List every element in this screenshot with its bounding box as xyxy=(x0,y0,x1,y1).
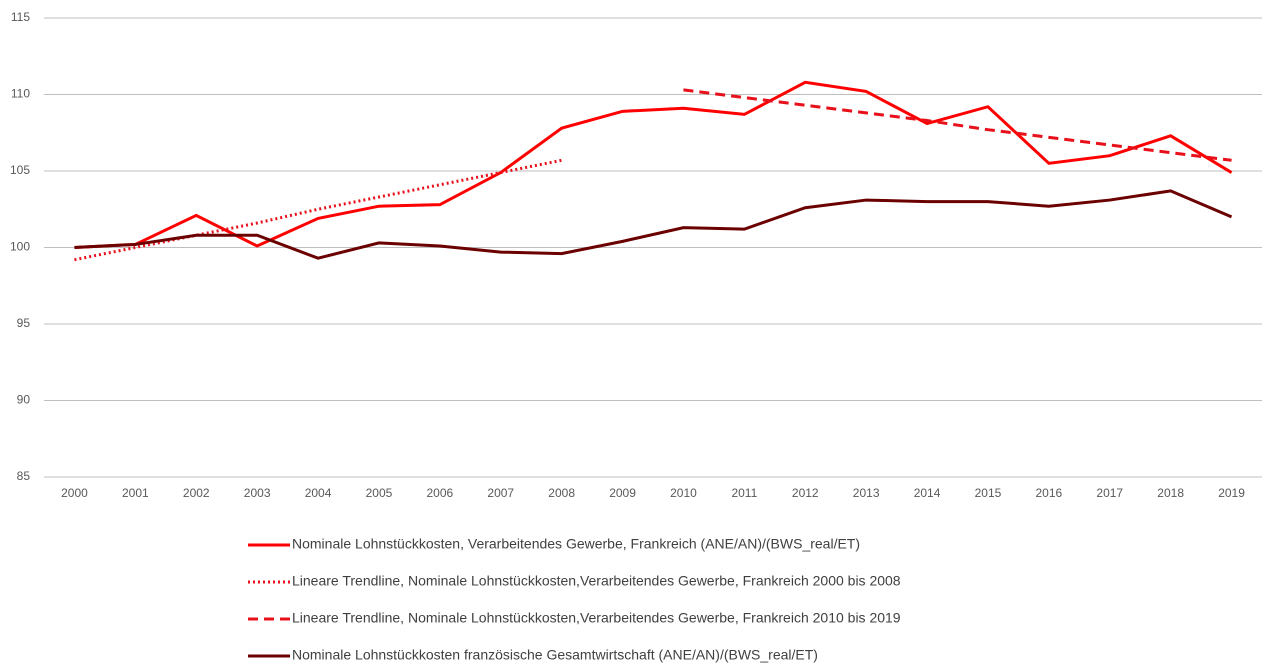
y-tick-label: 95 xyxy=(17,316,31,330)
x-tick-label: 2000 xyxy=(61,486,88,500)
y-tick-label: 105 xyxy=(10,163,30,177)
x-tick-label: 2012 xyxy=(792,486,819,500)
x-tick-label: 2017 xyxy=(1096,486,1123,500)
series-line xyxy=(74,189,1233,260)
x-tick-label: 2008 xyxy=(548,486,575,500)
x-tick-label: 2001 xyxy=(122,486,149,500)
x-tick-label: 2019 xyxy=(1218,486,1245,500)
x-tick-label: 2016 xyxy=(1035,486,1062,500)
y-tick-label: 90 xyxy=(17,393,31,407)
x-tick-label: 2006 xyxy=(426,486,453,500)
legend-label: Nominale Lohnstückkosten französische Ge… xyxy=(292,647,818,663)
y-tick-label: 110 xyxy=(11,87,30,101)
x-tick-label: 2004 xyxy=(305,486,332,500)
y-tick-label: 100 xyxy=(10,240,30,254)
x-tick-label: 2005 xyxy=(366,486,393,500)
x-tick-label: 2002 xyxy=(183,486,210,500)
legend-label: Lineare Trendline, Nominale Lohnstückkos… xyxy=(292,610,901,626)
legend-label: Lineare Trendline, Nominale Lohnstückkos… xyxy=(292,573,901,589)
series-line xyxy=(74,80,1233,249)
x-tick-label: 2003 xyxy=(244,486,271,500)
x-tick-label: 2007 xyxy=(487,486,514,500)
y-tick-label: 85 xyxy=(17,469,31,483)
y-tick-label: 115 xyxy=(11,10,30,24)
x-tick-label: 2015 xyxy=(975,486,1002,500)
legend-label: Nominale Lohnstückkosten, Verarbeitendes… xyxy=(292,536,860,552)
x-tick-label: 2018 xyxy=(1157,486,1184,500)
x-tick-label: 2011 xyxy=(731,486,757,500)
series-line xyxy=(74,158,562,262)
x-tick-label: 2014 xyxy=(914,486,941,500)
x-tick-label: 2013 xyxy=(853,486,880,500)
series-line xyxy=(683,88,1232,162)
x-tick-label: 2010 xyxy=(670,486,697,500)
x-tick-label: 2009 xyxy=(609,486,636,500)
